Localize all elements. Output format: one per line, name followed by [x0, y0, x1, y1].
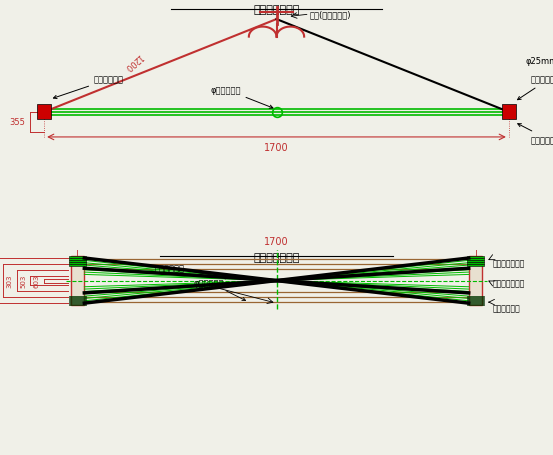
- Bar: [467, 296, 484, 298]
- Text: 下弦杆固定夹具: 下弦杆固定夹具: [518, 124, 553, 145]
- Bar: [69, 257, 86, 258]
- Text: φ钢丝绳穿绳: φ钢丝绳穿绳: [194, 278, 246, 301]
- Bar: [71, 257, 85, 306]
- Text: 斜拉索连接件: 斜拉索连接件: [492, 303, 520, 313]
- Text: 花篮螺丝调节: 花篮螺丝调节: [155, 264, 228, 279]
- Text: 上弦杆固定夹具: 上弦杆固定夹具: [518, 76, 553, 101]
- Bar: [467, 304, 484, 306]
- Text: 603: 603: [34, 274, 40, 288]
- Text: 上弦杆固定夹具: 上弦杆固定夹具: [492, 278, 525, 288]
- Text: 花篮螺丝调节: 花篮螺丝调节: [54, 76, 124, 99]
- Bar: [69, 261, 86, 263]
- Bar: [467, 300, 484, 302]
- Bar: [467, 298, 484, 299]
- Text: 355: 355: [9, 118, 25, 127]
- Bar: [502, 105, 515, 120]
- Text: 吊钩(起重机吊钩): 吊钩(起重机吊钩): [310, 10, 351, 20]
- Bar: [69, 259, 86, 260]
- Text: 303: 303: [6, 274, 12, 288]
- Text: 吊架立面示意图: 吊架立面示意图: [253, 5, 300, 15]
- Text: 1700: 1700: [264, 236, 289, 246]
- Text: 吊架平面示意图: 吊架平面示意图: [253, 252, 300, 262]
- Bar: [467, 259, 484, 260]
- Text: 1700: 1700: [264, 142, 289, 152]
- Bar: [69, 300, 86, 302]
- Bar: [69, 263, 86, 264]
- Text: 1200: 1200: [122, 51, 144, 71]
- Bar: [467, 302, 484, 303]
- Bar: [69, 265, 86, 267]
- Bar: [69, 296, 86, 298]
- Bar: [69, 304, 86, 306]
- Text: 503: 503: [20, 274, 26, 288]
- Bar: [467, 265, 484, 267]
- Text: φ钢丝绳穿绳: φ钢丝绳穿绳: [210, 86, 273, 109]
- Bar: [469, 257, 482, 306]
- Bar: [69, 298, 86, 299]
- Bar: [467, 263, 484, 264]
- Bar: [467, 261, 484, 263]
- Text: φ25mm钢丝绳: φ25mm钢丝绳: [525, 57, 553, 66]
- Bar: [69, 302, 86, 303]
- Bar: [467, 257, 484, 258]
- Text: 下弦杆固定夹具: 下弦杆固定夹具: [492, 258, 525, 268]
- Bar: [38, 105, 51, 120]
